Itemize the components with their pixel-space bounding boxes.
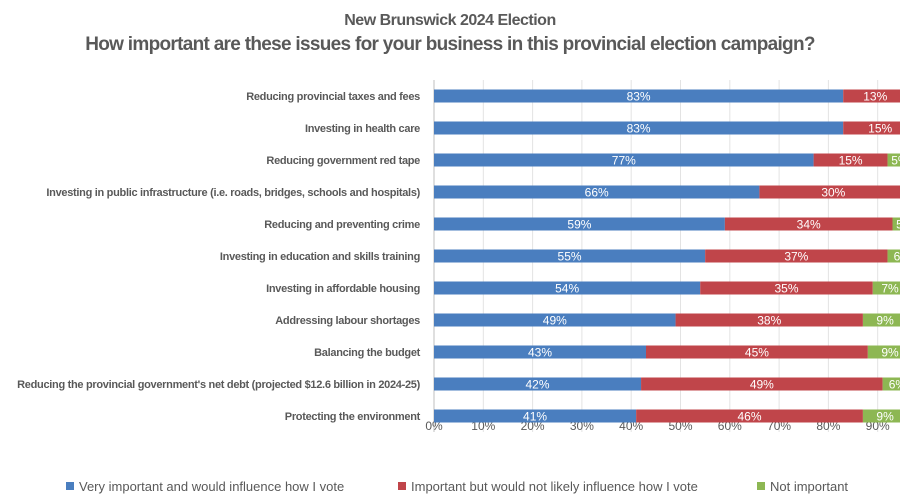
category-label: Reducing and preventing crime (264, 219, 420, 231)
bar-segment (843, 121, 900, 135)
bar-segment (434, 313, 676, 327)
data-label: 38% (757, 314, 781, 328)
legend-label: Not important (770, 479, 848, 494)
bar-segment (636, 409, 863, 423)
bar-segment (843, 89, 900, 103)
category-label: Investing in public infrastructure (i.e.… (46, 187, 420, 199)
legend-swatch (398, 482, 406, 490)
bar-segment (434, 153, 814, 167)
data-label: 42% (526, 378, 550, 392)
data-label: 55% (558, 250, 582, 264)
data-label: 41% (523, 410, 547, 424)
data-label: 9% (876, 314, 894, 328)
category-label: Investing in health care (305, 123, 420, 135)
data-label: 49% (543, 314, 567, 328)
bar-segment (700, 281, 873, 295)
data-label: 83% (627, 90, 651, 104)
bar-segment (862, 313, 900, 327)
data-label: 43% (528, 346, 552, 360)
data-label: 83% (627, 122, 651, 136)
bar-segment (867, 345, 900, 359)
bar-segment (434, 377, 642, 391)
bar-segment (434, 281, 701, 295)
legend-label: Important but would not likely influence… (411, 479, 698, 494)
category-label: Reducing provincial taxes and fees (246, 91, 420, 103)
bar-segment (887, 153, 900, 167)
legend-label: Very important and would influence how I… (79, 479, 344, 494)
category-label: Investing in affordable housing (266, 283, 420, 295)
bar-segment (872, 281, 900, 295)
bar-segment (813, 153, 888, 167)
data-label: 59% (567, 218, 591, 232)
data-label: 15% (868, 122, 892, 136)
data-label: 13% (863, 90, 887, 104)
data-label: 49% (750, 378, 774, 392)
data-label: 35% (774, 282, 798, 296)
bar-segment (641, 377, 883, 391)
bar-segment (434, 185, 760, 199)
data-label: 9% (881, 346, 899, 360)
bar-segment (434, 249, 706, 263)
data-label: 34% (797, 218, 821, 232)
data-label: 6% (894, 250, 900, 264)
category-label: Investing in education and skills traini… (220, 251, 420, 263)
data-label: 46% (738, 410, 762, 424)
data-label: 15% (839, 154, 863, 168)
data-label: 5% (896, 218, 900, 232)
category-label: Protecting the environment (285, 411, 421, 423)
data-label: 37% (784, 250, 808, 264)
data-label: 6% (889, 378, 900, 392)
data-label: 54% (555, 282, 579, 296)
bar-segment (892, 217, 900, 231)
legend-swatch (757, 482, 765, 490)
data-label: 45% (745, 346, 769, 360)
bar-segment (434, 89, 844, 103)
bar-segment (675, 313, 863, 327)
bar-segment (705, 249, 888, 263)
data-label: 77% (612, 154, 636, 168)
bar-segment (434, 217, 725, 231)
data-label: 66% (585, 186, 609, 200)
bar-segment (759, 185, 900, 199)
bar-segment (724, 217, 893, 231)
category-label: Addressing labour shortages (275, 315, 420, 327)
category-label: Reducing the provincial government's net… (17, 379, 420, 391)
bar-segment (434, 121, 844, 135)
data-label: 30% (821, 186, 845, 200)
category-label: Reducing government red tape (266, 155, 420, 167)
chart-subtitle: How important are these issues for your … (85, 34, 815, 55)
data-label: 7% (881, 282, 899, 296)
category-label: Balancing the budget (314, 347, 420, 359)
chart-title: New Brunswick 2024 Election (344, 12, 556, 29)
bar-segment (434, 345, 646, 359)
legend-swatch (66, 482, 74, 490)
data-label: 5% (891, 154, 900, 168)
bar-segment (887, 249, 900, 263)
bar-segment (434, 409, 637, 423)
bar-segment (882, 377, 900, 391)
data-label: 9% (876, 410, 894, 424)
bar-segment (862, 409, 900, 423)
bar-segment (645, 345, 868, 359)
